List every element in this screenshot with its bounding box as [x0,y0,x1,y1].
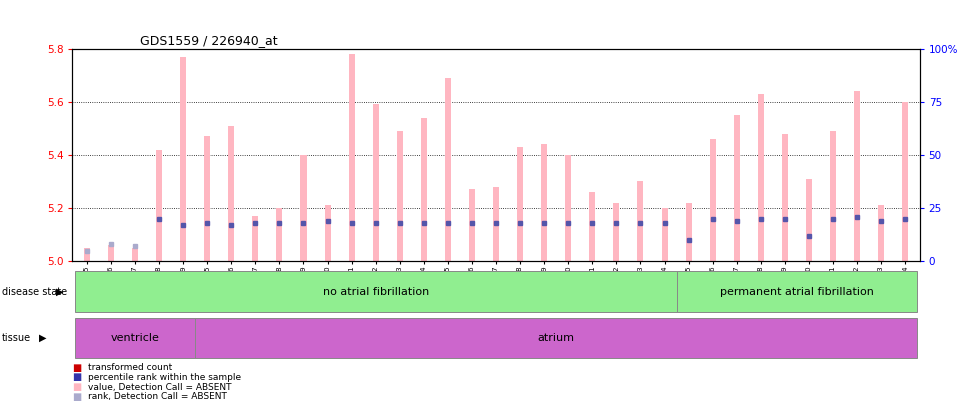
Text: ■: ■ [72,382,82,392]
Text: ▶: ▶ [39,333,46,343]
Text: ▶: ▶ [56,287,64,296]
Text: transformed count: transformed count [88,363,172,372]
Bar [325,205,330,261]
Text: atrium: atrium [538,333,575,343]
Bar [397,131,403,261]
Text: ■: ■ [72,392,82,402]
Bar [445,78,451,261]
Text: value, Detection Call = ABSENT: value, Detection Call = ABSENT [88,383,232,392]
Text: disease state: disease state [2,287,67,296]
Bar [180,57,186,261]
Text: permanent atrial fibrillation: permanent atrial fibrillation [720,287,874,296]
Bar [806,179,812,261]
Text: tissue: tissue [2,333,31,343]
Bar [676,271,918,312]
Bar [228,126,235,261]
Bar [373,104,379,261]
Bar [589,192,595,261]
Bar [300,155,306,261]
Bar [276,208,282,261]
Bar [84,248,90,261]
Text: GDS1559 / 226940_at: GDS1559 / 226940_at [140,34,278,47]
Bar [195,318,918,358]
Bar [638,181,643,261]
Bar [902,102,908,261]
Bar [565,155,571,261]
Text: percentile rank within the sample: percentile rank within the sample [88,373,242,382]
Bar [493,187,499,261]
Bar [469,190,475,261]
Bar [686,203,692,261]
Bar [349,54,355,261]
Bar [710,139,716,261]
Bar [878,205,884,261]
Bar [734,115,740,261]
Bar [854,91,860,261]
Bar [517,147,524,261]
Bar [156,149,162,261]
Bar [830,131,836,261]
Bar [613,203,619,261]
Bar [541,144,547,261]
Bar [74,318,195,358]
Text: ventricle: ventricle [110,333,159,343]
Bar [204,136,211,261]
Bar [74,271,676,312]
Bar [781,134,788,261]
Text: no atrial fibrillation: no atrial fibrillation [323,287,429,296]
Bar [252,216,258,261]
Text: ■: ■ [72,363,82,373]
Text: ■: ■ [72,373,82,382]
Text: rank, Detection Call = ABSENT: rank, Detection Call = ABSENT [88,392,227,401]
Bar [662,208,668,261]
Bar [132,248,138,261]
Bar [108,245,114,261]
Bar [757,94,764,261]
Bar [421,118,427,261]
